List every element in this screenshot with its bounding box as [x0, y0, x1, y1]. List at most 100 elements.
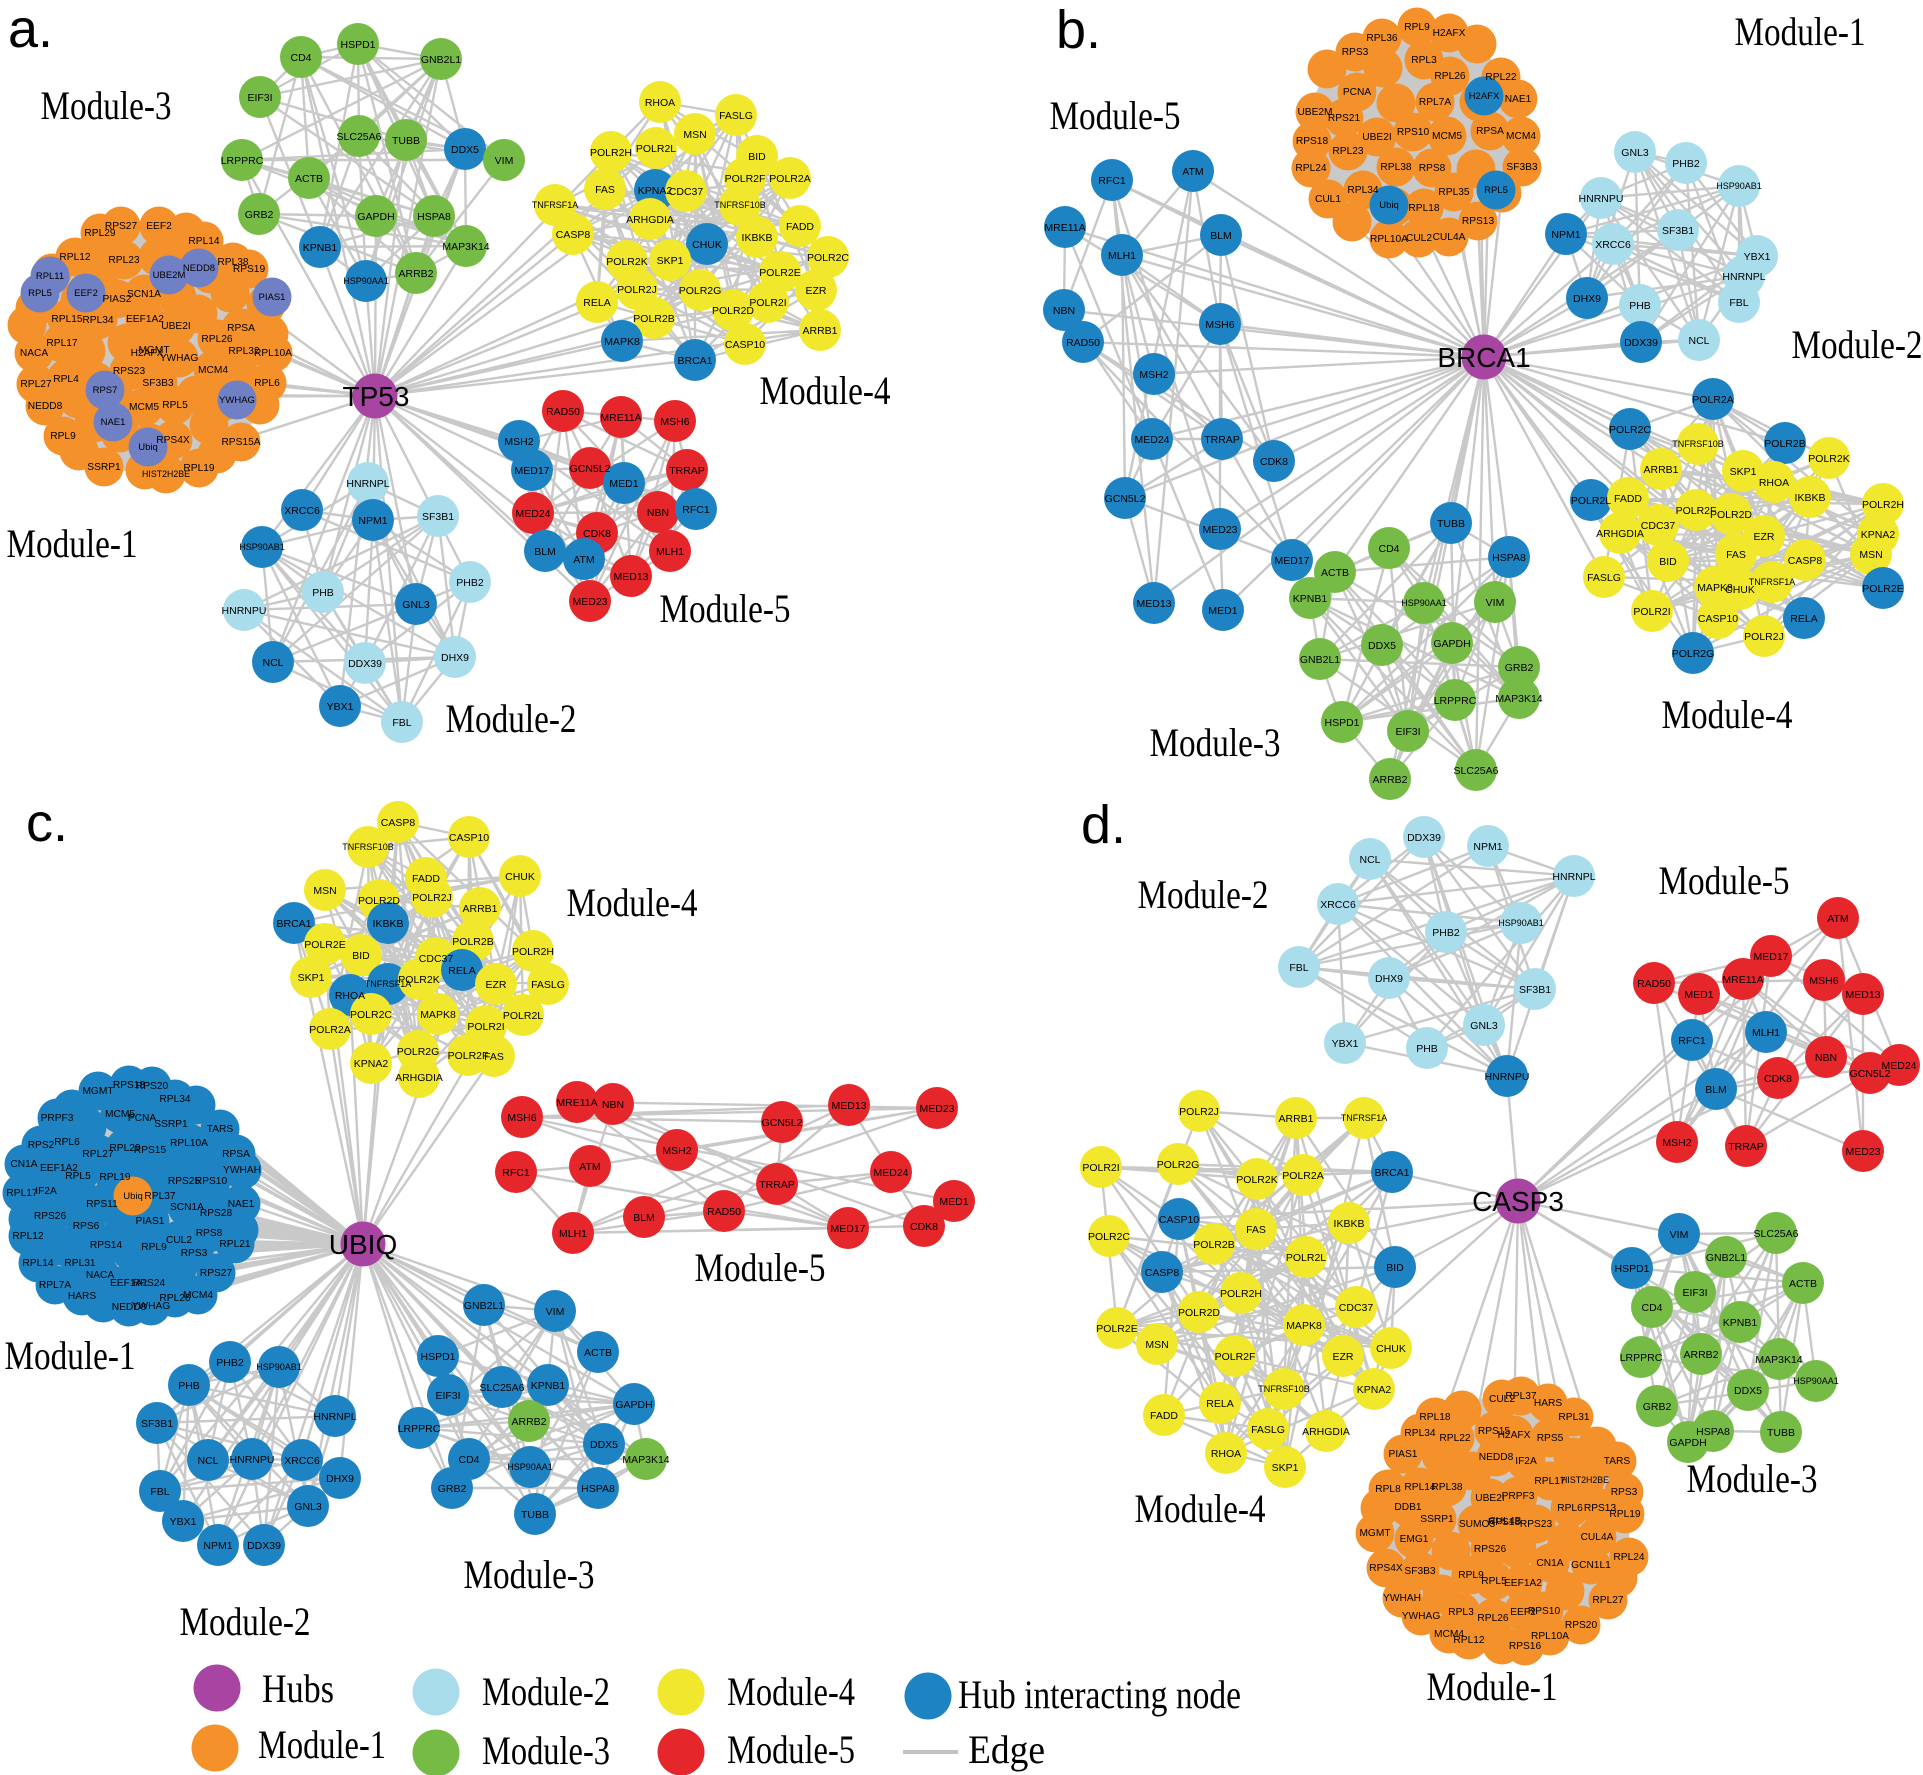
svg-text:POLR2I: POLR2I — [1082, 1162, 1119, 1174]
svg-text:ARHGDIA: ARHGDIA — [1596, 528, 1644, 540]
svg-text:TUBB: TUBB — [1767, 1427, 1795, 1439]
svg-text:MED17: MED17 — [514, 465, 549, 477]
svg-text:MAP3K14: MAP3K14 — [622, 1454, 669, 1466]
svg-text:CUL2: CUL2 — [1489, 1394, 1515, 1405]
svg-text:YWHAG: YWHAG — [1402, 1611, 1441, 1622]
svg-text:UBE2I: UBE2I — [1362, 132, 1391, 143]
svg-text:Ubiq: Ubiq — [1379, 200, 1399, 211]
svg-text:RPS18: RPS18 — [1488, 1517, 1521, 1528]
svg-text:RHOA: RHOA — [335, 990, 365, 1002]
svg-text:FASLG: FASLG — [719, 110, 753, 122]
svg-text:HSP90AA1: HSP90AA1 — [1793, 1376, 1839, 1386]
svg-text:PIAS1: PIAS1 — [136, 1216, 165, 1227]
svg-text:ARRB1: ARRB1 — [802, 325, 837, 337]
svg-text:Module-1: Module-1 — [1735, 9, 1866, 54]
svg-text:LRPPRC: LRPPRC — [221, 155, 264, 167]
svg-text:MSH6: MSH6 — [660, 416, 689, 428]
svg-text:RPS20: RPS20 — [1565, 1620, 1598, 1631]
svg-text:NEDD8: NEDD8 — [112, 1302, 147, 1313]
svg-text:CUL4B: CUL4B — [1489, 1516, 1522, 1527]
svg-text:HSPA8: HSPA8 — [581, 1483, 615, 1495]
svg-text:RPL27: RPL27 — [20, 379, 51, 390]
svg-text:RELA: RELA — [583, 297, 610, 309]
svg-text:RPS7: RPS7 — [93, 385, 118, 396]
svg-text:POLR2H: POLR2H — [512, 946, 554, 958]
svg-text:PRPF3: PRPF3 — [1502, 1491, 1535, 1502]
svg-text:MAP3K14: MAP3K14 — [1755, 1354, 1802, 1366]
svg-text:Ubiq: Ubiq — [123, 1191, 143, 1202]
svg-text:EEF2: EEF2 — [74, 288, 98, 299]
svg-text:EIF3I: EIF3I — [1682, 1287, 1707, 1299]
svg-text:IKBKB: IKBKB — [373, 918, 404, 930]
svg-text:POLR2J: POLR2J — [1744, 631, 1784, 643]
svg-text:EEF1A2: EEF1A2 — [126, 314, 164, 325]
svg-text:SKP1: SKP1 — [657, 255, 684, 267]
svg-text:TUBB: TUBB — [521, 1509, 549, 1521]
svg-text:RPS5: RPS5 — [1537, 1433, 1564, 1444]
svg-text:GRB2: GRB2 — [438, 1483, 467, 1495]
svg-text:NEDD8: NEDD8 — [1479, 1452, 1514, 1463]
svg-text:SKP1: SKP1 — [1730, 466, 1757, 478]
svg-text:RAD50: RAD50 — [707, 1206, 741, 1218]
svg-text:NEDD8: NEDD8 — [28, 401, 63, 412]
svg-text:SSRP1: SSRP1 — [87, 462, 121, 473]
svg-text:ACTB: ACTB — [295, 173, 323, 185]
svg-text:RPS21: RPS21 — [1328, 113, 1361, 124]
svg-text:RPS8: RPS8 — [1419, 163, 1446, 174]
svg-text:CHUK: CHUK — [1376, 1343, 1406, 1355]
svg-text:BID: BID — [1659, 556, 1677, 568]
svg-text:Module-5: Module-5 — [695, 1245, 826, 1290]
svg-text:KPNB1: KPNB1 — [303, 242, 338, 254]
svg-text:RHOA: RHOA — [1759, 477, 1789, 489]
svg-text:HSP90AB1: HSP90AB1 — [256, 1362, 302, 1372]
svg-text:NAE1: NAE1 — [228, 1199, 255, 1210]
svg-text:PHB2: PHB2 — [1432, 927, 1460, 939]
svg-text:RPL12: RPL12 — [12, 1231, 43, 1242]
svg-text:MAP3K14: MAP3K14 — [1495, 693, 1542, 705]
svg-text:RPL26: RPL26 — [159, 1293, 190, 1304]
svg-text:POLR2I: POLR2I — [1633, 606, 1670, 618]
svg-text:HSPD1: HSPD1 — [1324, 717, 1359, 729]
svg-text:CN1A: CN1A — [1536, 1558, 1563, 1569]
svg-text:POLR2G: POLR2G — [1672, 648, 1715, 660]
svg-text:RPL17: RPL17 — [1534, 1476, 1565, 1487]
svg-text:RPL27: RPL27 — [1592, 1595, 1623, 1606]
svg-text:PHB: PHB — [312, 587, 334, 599]
svg-text:RPS23: RPS23 — [1520, 1519, 1553, 1530]
svg-text:RPS3: RPS3 — [1342, 47, 1369, 58]
svg-text:RPL34: RPL34 — [159, 1094, 190, 1105]
svg-text:TNFRSF1A: TNFRSF1A — [1749, 577, 1796, 587]
svg-text:GAPDH: GAPDH — [1669, 1437, 1706, 1449]
svg-text:RHOA: RHOA — [645, 97, 675, 109]
svg-text:RPS3: RPS3 — [1611, 1487, 1638, 1498]
svg-text:RPS13: RPS13 — [1584, 1503, 1617, 1514]
svg-text:TRRAP: TRRAP — [759, 1179, 795, 1191]
svg-text:POLR2B: POLR2B — [1193, 1239, 1234, 1251]
svg-text:ARRB2: ARRB2 — [1683, 1349, 1718, 1361]
svg-text:HNRNPU: HNRNPU — [230, 1454, 275, 1466]
svg-text:DDX39: DDX39 — [348, 658, 382, 670]
svg-text:RPL29: RPL29 — [84, 228, 115, 239]
svg-text:CASP10: CASP10 — [1698, 613, 1738, 625]
svg-text:c.: c. — [26, 793, 68, 853]
svg-text:GRB2: GRB2 — [1643, 1401, 1672, 1413]
svg-text:RFC1: RFC1 — [1098, 175, 1126, 187]
svg-text:NAE1: NAE1 — [1505, 94, 1532, 105]
svg-text:RPL26: RPL26 — [1434, 71, 1465, 82]
svg-text:RPS2: RPS2 — [28, 1140, 55, 1151]
svg-text:CD4: CD4 — [1641, 1302, 1662, 1314]
svg-text:POLR2C: POLR2C — [807, 252, 849, 264]
svg-text:UBIQ: UBIQ — [329, 1229, 397, 1260]
svg-text:MED17: MED17 — [1274, 555, 1309, 567]
svg-text:SF3B1: SF3B1 — [141, 1418, 173, 1430]
svg-text:LRPPRC: LRPPRC — [1434, 695, 1477, 707]
svg-text:EIF3I: EIF3I — [435, 1390, 460, 1402]
svg-text:IKBKB: IKBKB — [742, 232, 773, 244]
svg-text:Module-4: Module-4 — [1135, 1486, 1266, 1531]
svg-text:RPS10: RPS10 — [1528, 1606, 1561, 1617]
svg-text:CDK8: CDK8 — [1260, 456, 1288, 468]
svg-text:RPS26: RPS26 — [1474, 1544, 1507, 1555]
svg-text:RPSA: RPSA — [227, 323, 255, 334]
svg-text:CDK8: CDK8 — [583, 528, 611, 540]
svg-text:POLR2H: POLR2H — [590, 147, 632, 159]
